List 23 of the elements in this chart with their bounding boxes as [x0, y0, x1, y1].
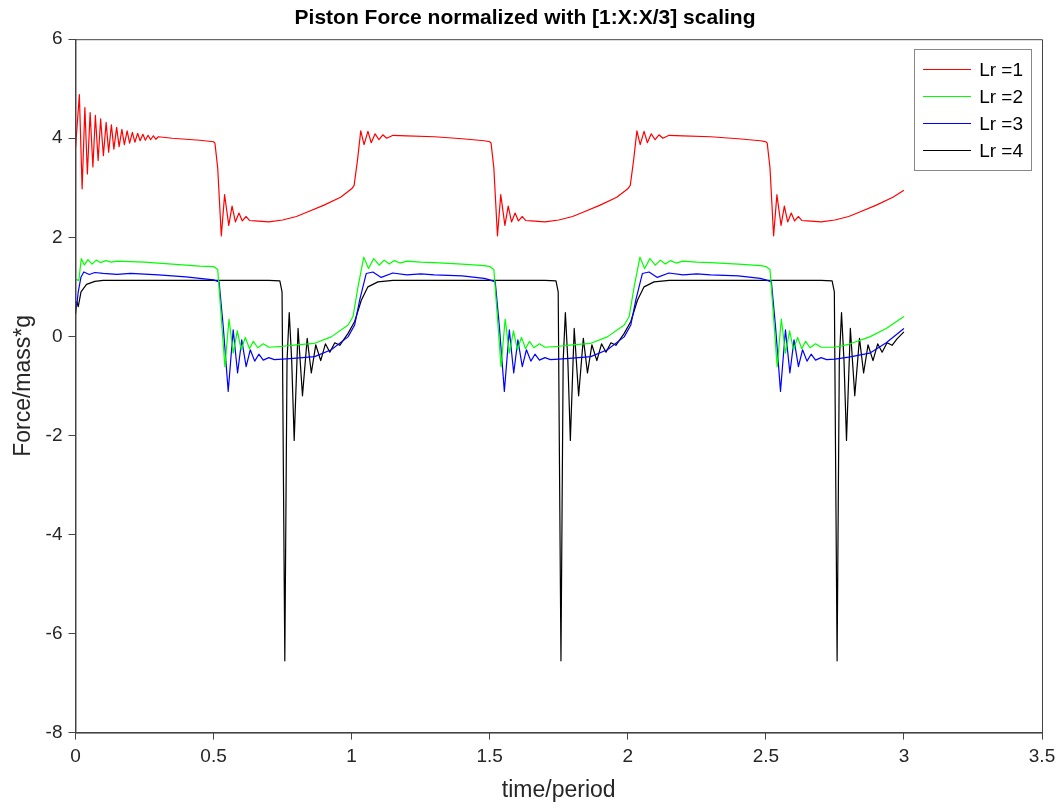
y-tick-label: 4 [51, 126, 63, 148]
legend-label: Lr =2 [979, 85, 1023, 108]
y-tick-label: 0 [51, 324, 63, 346]
y-tick-label: -4 [45, 522, 63, 544]
x-tick-label: 1.5 [476, 745, 503, 767]
legend-label: Lr =3 [979, 112, 1023, 135]
y-tick-label: -8 [45, 720, 63, 742]
legend-label: Lr =1 [979, 58, 1023, 81]
y-tick-label: 2 [51, 225, 63, 247]
x-tick-label: 3.5 [1028, 745, 1056, 767]
y-tick-label: 6 [51, 27, 63, 49]
x-tick-label: 2 [622, 745, 634, 767]
y-axis-title: Force/mass*g [9, 314, 36, 457]
chart-title: Piston Force normalized with [1:X:X/3] scaling [294, 5, 756, 29]
legend-label: Lr =4 [979, 139, 1023, 162]
x-tick-label: 0 [70, 745, 81, 767]
y-tick-label: -6 [45, 621, 63, 643]
x-axis-title: time/period [501, 775, 616, 802]
y-tick-label: -2 [45, 423, 63, 445]
x-tick-label: 0.5 [200, 745, 227, 767]
x-tick-label: 3 [898, 745, 910, 767]
x-tick-label: 2.5 [752, 745, 780, 767]
x-tick-label: 1 [346, 745, 357, 767]
